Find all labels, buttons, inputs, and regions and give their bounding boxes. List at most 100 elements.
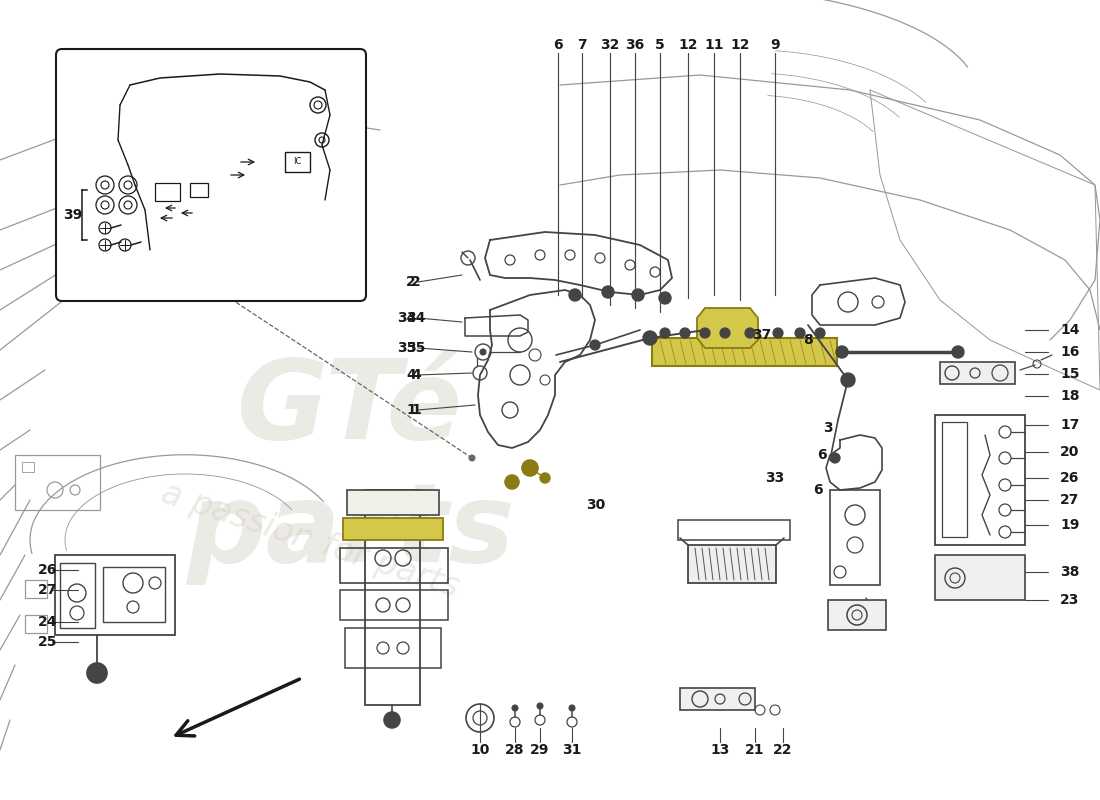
Text: 21: 21 (746, 743, 764, 757)
Circle shape (590, 340, 600, 350)
Text: 39: 39 (63, 208, 82, 222)
Bar (190, 183, 208, 197)
Bar (25, 615, 47, 633)
Text: 8: 8 (803, 333, 813, 347)
Text: 37: 37 (752, 328, 771, 342)
Text: 31: 31 (562, 743, 582, 757)
Circle shape (660, 328, 670, 338)
Text: 35: 35 (406, 341, 426, 355)
Bar (678, 520, 790, 540)
Text: 13: 13 (711, 743, 729, 757)
Bar (940, 362, 1015, 384)
Circle shape (720, 328, 730, 338)
Bar (680, 688, 755, 710)
Text: 1: 1 (411, 403, 421, 417)
Text: 33: 33 (766, 471, 784, 485)
Text: 15: 15 (1060, 367, 1079, 381)
Circle shape (632, 289, 644, 301)
Circle shape (869, 608, 879, 618)
Text: 6: 6 (553, 38, 563, 52)
Bar (343, 518, 443, 540)
Text: 39: 39 (78, 208, 98, 222)
Text: 29: 29 (530, 743, 550, 757)
Bar (828, 600, 886, 630)
Bar (340, 590, 448, 620)
Circle shape (659, 292, 671, 304)
Circle shape (773, 328, 783, 338)
Bar (365, 490, 420, 705)
Circle shape (384, 712, 400, 728)
Text: 2: 2 (411, 275, 421, 289)
Circle shape (569, 705, 575, 711)
Text: 28: 28 (505, 743, 525, 757)
Text: 5: 5 (656, 38, 664, 52)
Circle shape (842, 373, 855, 387)
Text: 9: 9 (770, 38, 780, 52)
Circle shape (836, 346, 848, 358)
Text: 27: 27 (1060, 493, 1079, 507)
Text: 4: 4 (406, 368, 416, 382)
Bar (340, 548, 448, 583)
Text: 18: 18 (1060, 389, 1079, 403)
Circle shape (745, 328, 755, 338)
Circle shape (540, 473, 550, 483)
Text: 1: 1 (406, 403, 416, 417)
Bar (346, 490, 439, 515)
Text: 6: 6 (813, 483, 823, 497)
Bar (60, 563, 95, 628)
Text: 16: 16 (1060, 345, 1079, 359)
Text: 17: 17 (1060, 418, 1079, 432)
Circle shape (644, 331, 657, 345)
Text: 14: 14 (1060, 323, 1079, 337)
Text: 12: 12 (679, 38, 697, 52)
Circle shape (537, 703, 543, 709)
Text: 19: 19 (1060, 518, 1079, 532)
Text: 22: 22 (773, 743, 793, 757)
Polygon shape (697, 308, 758, 348)
Text: 32: 32 (601, 38, 619, 52)
Bar (15, 455, 100, 510)
Circle shape (952, 346, 964, 358)
Bar (22, 462, 34, 472)
Circle shape (569, 289, 581, 301)
Circle shape (830, 453, 840, 463)
Text: 26: 26 (1060, 471, 1079, 485)
Circle shape (700, 328, 710, 338)
FancyBboxPatch shape (56, 49, 366, 301)
Text: 34: 34 (397, 311, 416, 325)
Circle shape (795, 328, 805, 338)
Bar (345, 628, 441, 668)
Bar (285, 152, 310, 172)
Text: 3: 3 (823, 421, 833, 435)
Text: 38: 38 (1060, 565, 1079, 579)
Text: 30: 30 (586, 498, 606, 512)
Text: a passion for parts: a passion for parts (157, 476, 463, 604)
Bar (55, 555, 175, 635)
Text: 2: 2 (406, 275, 416, 289)
Bar (935, 415, 1025, 545)
Text: 35: 35 (397, 341, 416, 355)
Circle shape (505, 475, 519, 489)
Text: IC: IC (293, 158, 301, 166)
Text: GTé
parts: GTé parts (186, 354, 515, 586)
Bar (155, 183, 180, 201)
Text: 36: 36 (626, 38, 645, 52)
Text: 6: 6 (817, 448, 827, 462)
Text: 25: 25 (39, 635, 57, 649)
Bar (688, 545, 776, 583)
Circle shape (815, 328, 825, 338)
Circle shape (512, 705, 518, 711)
Text: 11: 11 (704, 38, 724, 52)
Circle shape (469, 455, 475, 461)
Text: 23: 23 (1060, 593, 1079, 607)
Circle shape (480, 349, 486, 355)
Bar (103, 567, 165, 622)
Text: 10: 10 (471, 743, 490, 757)
Bar (942, 422, 967, 537)
Text: 12: 12 (730, 38, 750, 52)
Bar (830, 490, 880, 585)
Circle shape (522, 460, 538, 476)
Text: 34: 34 (406, 311, 426, 325)
Text: 20: 20 (1060, 445, 1079, 459)
Bar (652, 338, 837, 366)
